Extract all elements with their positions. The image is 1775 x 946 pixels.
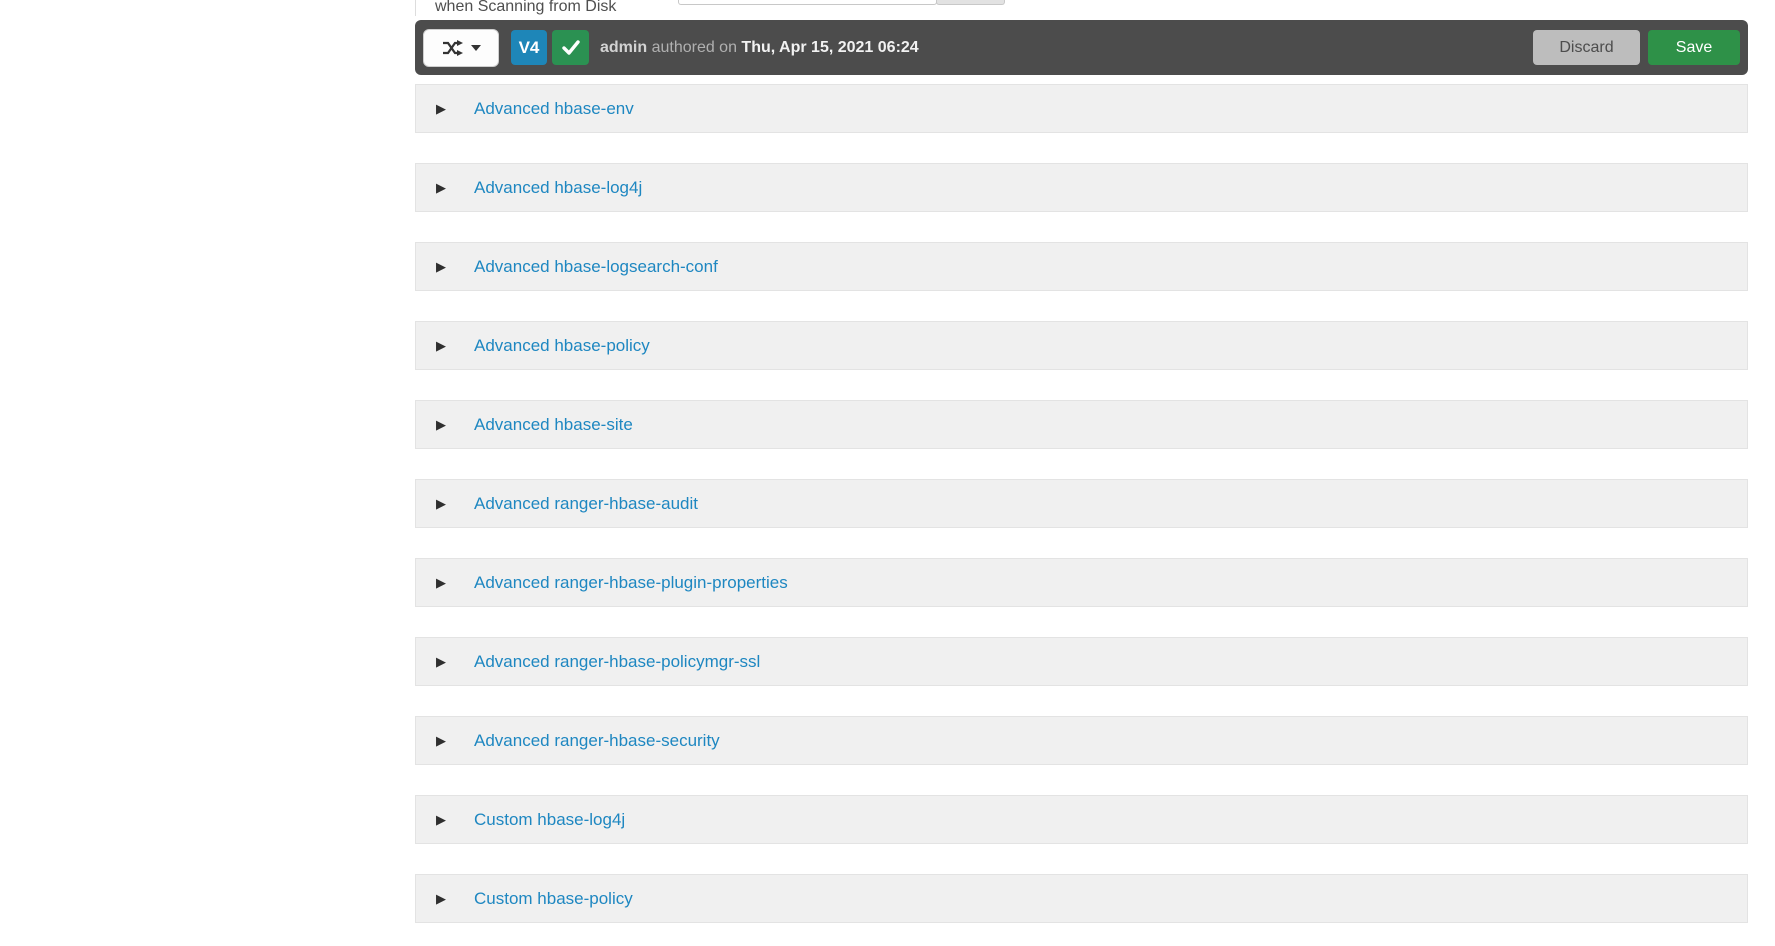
check-icon [561, 40, 580, 55]
section-title-link[interactable]: Advanced ranger-hbase-plugin-properties [474, 572, 788, 592]
config-sections-list: ▶ Advanced hbase-env ▶ Advanced hbase-lo… [415, 84, 1748, 946]
config-version-toolbar: V4 admin authored on Thu, Apr 15, 2021 0… [415, 20, 1748, 75]
section-title-link[interactable]: Advanced ranger-hbase-security [474, 730, 720, 750]
expand-triangle-icon[interactable]: ▶ [436, 101, 446, 116]
discard-button[interactable]: Discard [1533, 30, 1640, 65]
content-panel-border [415, 0, 416, 16]
config-section-row[interactable]: ▶ Advanced hbase-env [415, 84, 1748, 133]
authored-date: Thu, Apr 15, 2021 06:24 [741, 38, 919, 56]
expand-triangle-icon[interactable]: ▶ [436, 654, 446, 669]
current-version-badge [552, 30, 589, 65]
truncated-property-input[interactable] [678, 0, 937, 5]
truncated-input-addon[interactable] [936, 0, 1005, 5]
version-authored-text: admin authored on Thu, Apr 15, 2021 06:2… [600, 39, 919, 57]
section-title-link[interactable]: Custom hbase-policy [474, 888, 633, 908]
config-section-row[interactable]: ▶ Advanced hbase-policy [415, 321, 1748, 370]
expand-triangle-icon[interactable]: ▶ [436, 259, 446, 274]
config-section-row[interactable]: ▶ Advanced ranger-hbase-policymgr-ssl [415, 637, 1748, 686]
version-badge[interactable]: V4 [511, 30, 547, 65]
section-title-link[interactable]: Advanced hbase-policy [474, 335, 650, 355]
section-title-link[interactable]: Advanced ranger-hbase-policymgr-ssl [474, 651, 761, 671]
section-title-link[interactable]: Advanced hbase-log4j [474, 177, 643, 197]
caret-down-icon [470, 44, 481, 51]
expand-triangle-icon[interactable]: ▶ [436, 812, 446, 827]
save-button[interactable]: Save [1648, 30, 1740, 65]
expand-triangle-icon[interactable]: ▶ [436, 575, 446, 590]
expand-triangle-icon[interactable]: ▶ [436, 417, 446, 432]
config-section-row[interactable]: ▶ Custom hbase-policy [415, 874, 1748, 923]
section-title-link[interactable]: Custom hbase-log4j [474, 809, 626, 829]
expand-triangle-icon[interactable]: ▶ [436, 496, 446, 511]
expand-triangle-icon[interactable]: ▶ [436, 733, 446, 748]
config-section-row[interactable]: ▶ Advanced ranger-hbase-audit [415, 479, 1748, 528]
config-section-row[interactable]: ▶ Advanced ranger-hbase-security [415, 716, 1748, 765]
expand-triangle-icon[interactable]: ▶ [436, 338, 446, 353]
section-title-link[interactable]: Advanced hbase-env [474, 98, 634, 118]
config-section-row[interactable]: ▶ Advanced hbase-logsearch-conf [415, 242, 1748, 291]
config-section-row[interactable]: ▶ Advanced hbase-log4j [415, 163, 1748, 212]
author-name: admin [600, 38, 648, 56]
truncated-config-fragment: when Scanning from Disk [0, 0, 1775, 18]
section-title-link[interactable]: Advanced hbase-site [474, 414, 633, 434]
config-section-row[interactable]: ▶ Advanced ranger-hbase-plugin-propertie… [415, 558, 1748, 607]
authored-on-label: authored on [647, 38, 742, 56]
section-title-link[interactable]: Advanced ranger-hbase-audit [474, 493, 698, 513]
config-section-row[interactable]: ▶ Advanced hbase-site [415, 400, 1748, 449]
shuffle-icon [442, 39, 464, 56]
section-title-link[interactable]: Advanced hbase-logsearch-conf [474, 256, 718, 276]
expand-triangle-icon[interactable]: ▶ [436, 180, 446, 195]
config-section-row[interactable]: ▶ Custom hbase-log4j [415, 795, 1748, 844]
property-description-text: when Scanning from Disk [435, 0, 617, 15]
expand-triangle-icon[interactable]: ▶ [436, 891, 446, 906]
versions-dropdown-button[interactable] [423, 28, 499, 67]
